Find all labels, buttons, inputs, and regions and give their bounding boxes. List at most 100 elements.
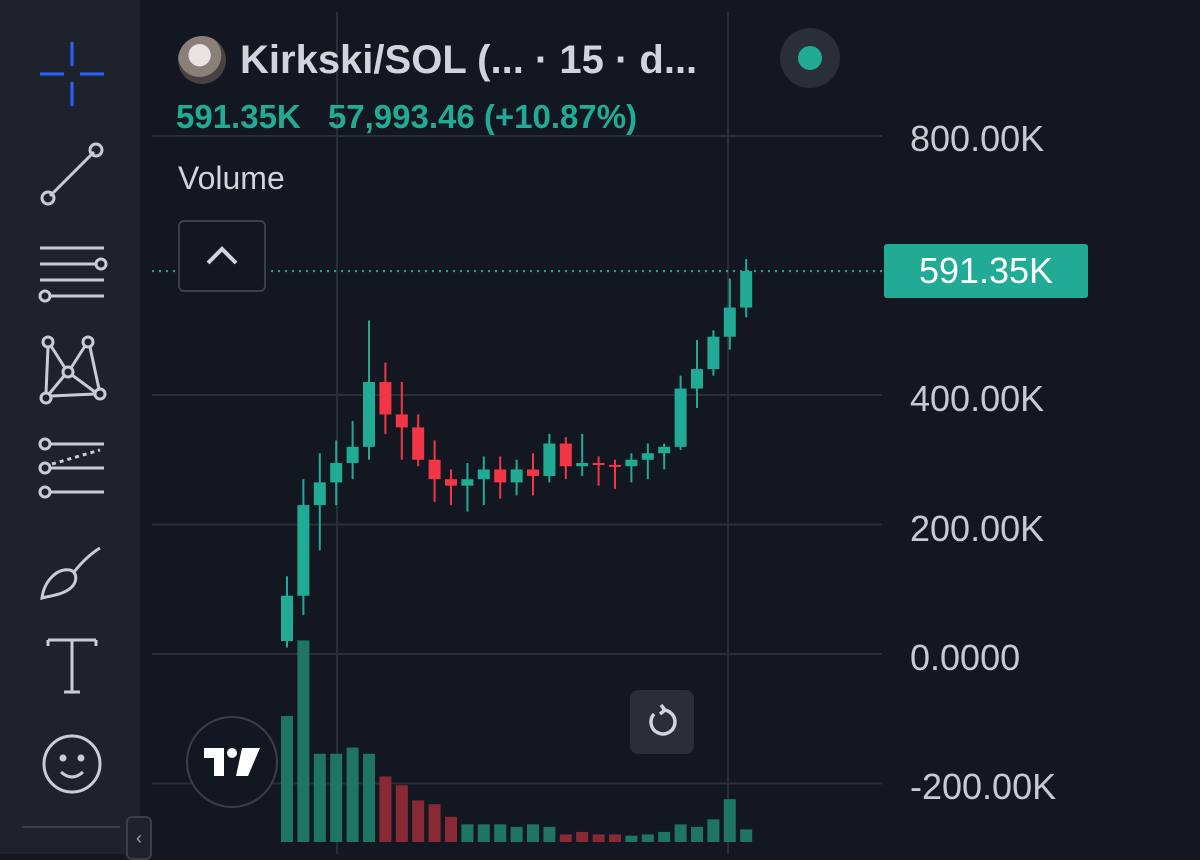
candle-body [281, 595, 293, 642]
volume-bar [363, 753, 375, 842]
current-price: 591.35K [176, 98, 301, 135]
candle-body [313, 482, 326, 506]
brush-icon [40, 546, 101, 600]
candle-body [625, 459, 638, 467]
horizontal-lines-tool[interactable] [30, 230, 114, 314]
crosshair-icon [40, 42, 104, 106]
volume-bar [379, 776, 392, 842]
tradingview-logo[interactable] [186, 716, 278, 808]
forecast-icon [38, 437, 104, 499]
volume-bar [395, 785, 408, 842]
volume-bar [740, 829, 753, 842]
volume-bar [527, 824, 539, 842]
candle-body [445, 479, 457, 486]
candle-body [592, 462, 605, 465]
chevron-left-icon: ‹ [136, 827, 142, 848]
candle-body [576, 462, 589, 467]
candle-body [707, 336, 720, 370]
candle-body [346, 446, 359, 463]
candle-body [691, 369, 703, 389]
price-info: 591.35K 57,993.46 (+10.87%) [176, 98, 655, 136]
volume-legend-label: Volume [178, 160, 285, 196]
candle-body [297, 505, 310, 596]
volume-bar [510, 826, 523, 842]
reset-icon [649, 704, 677, 736]
y-tick-label: 200.00K [910, 508, 1045, 549]
volume-bar [625, 835, 638, 842]
candle-body [494, 469, 507, 483]
volume-bar [576, 831, 589, 842]
symbol-header[interactable]: Kirkski/SOL (... · 15 · d... [178, 30, 697, 90]
candle-body [740, 271, 753, 308]
forecast-tool[interactable] [30, 426, 114, 510]
price-chart[interactable] [152, 12, 1200, 854]
candle-body [395, 414, 408, 428]
candle-body [412, 427, 425, 460]
brush-tool[interactable] [30, 528, 114, 612]
volume-bar [674, 824, 687, 842]
volume-bar [412, 800, 425, 842]
volume-bar [559, 834, 572, 842]
volume-bar [445, 816, 457, 842]
emoji-tool[interactable] [30, 722, 114, 806]
trend-line-tool[interactable] [30, 132, 114, 216]
chevron-up-icon [206, 246, 238, 265]
volume-bar [330, 753, 343, 842]
candle-body [510, 469, 523, 483]
volume-bar [494, 824, 507, 842]
collapse-legend-button[interactable] [178, 220, 266, 292]
token-avatar [178, 36, 226, 84]
volume-bar [281, 716, 293, 842]
candle-body [461, 479, 474, 486]
volume-bar [313, 753, 326, 842]
drawing-toolbar [0, 0, 140, 854]
y-tick-label: 800.00K [910, 118, 1045, 159]
candle-body [674, 388, 687, 447]
volume-bar [707, 819, 720, 842]
text-tool[interactable] [30, 624, 114, 708]
price-change: 57,993.46 (+10.87%) [327, 98, 638, 135]
candle-body [527, 469, 539, 476]
tradingview-logo-icon [204, 748, 260, 776]
pattern-icon [39, 335, 107, 405]
volume-bar [297, 640, 310, 842]
candle-body [723, 307, 736, 337]
candle-body [609, 464, 621, 467]
live-status-dot [798, 46, 822, 70]
volume-bar [461, 824, 474, 842]
y-tick-label: 400.00K [910, 378, 1045, 419]
pair-title[interactable]: Kirkski/SOL (... · 15 · d... [240, 37, 698, 82]
volume-bar [346, 747, 359, 842]
volume-bar [658, 831, 671, 842]
text-icon [46, 638, 98, 694]
y-tick-label: 0.0000 [910, 637, 1021, 678]
y-tick-label: -200.00K [910, 766, 1057, 807]
emoji-icon [42, 734, 102, 794]
collapse-toolbar-button[interactable]: ‹ [126, 816, 152, 860]
candle-body [477, 469, 490, 480]
volume-bar [641, 834, 654, 842]
crosshair-tool[interactable] [30, 32, 114, 116]
pattern-tool[interactable] [30, 328, 114, 412]
candle-body [428, 459, 441, 480]
last-price-badge: 591.35K [884, 244, 1088, 298]
reset-chart-button[interactable] [630, 690, 694, 754]
candle-body [379, 382, 392, 415]
volume-bar [428, 804, 441, 842]
candle-body [363, 382, 375, 447]
horizontal-lines-icon [38, 246, 108, 303]
market-status-button[interactable] [780, 28, 840, 88]
volume-bar [609, 834, 621, 842]
volume-bar [723, 799, 736, 842]
volume-bar [691, 826, 703, 842]
candle-body [559, 443, 572, 467]
trend-line-icon [40, 142, 104, 206]
candle-body [641, 453, 654, 460]
volume-bar [592, 834, 605, 842]
volume-bar [477, 824, 490, 842]
toolbar-divider [22, 826, 120, 828]
candle-body [543, 443, 556, 476]
candle-body [658, 446, 671, 454]
candle-body [330, 462, 343, 483]
volume-bar [543, 826, 556, 842]
